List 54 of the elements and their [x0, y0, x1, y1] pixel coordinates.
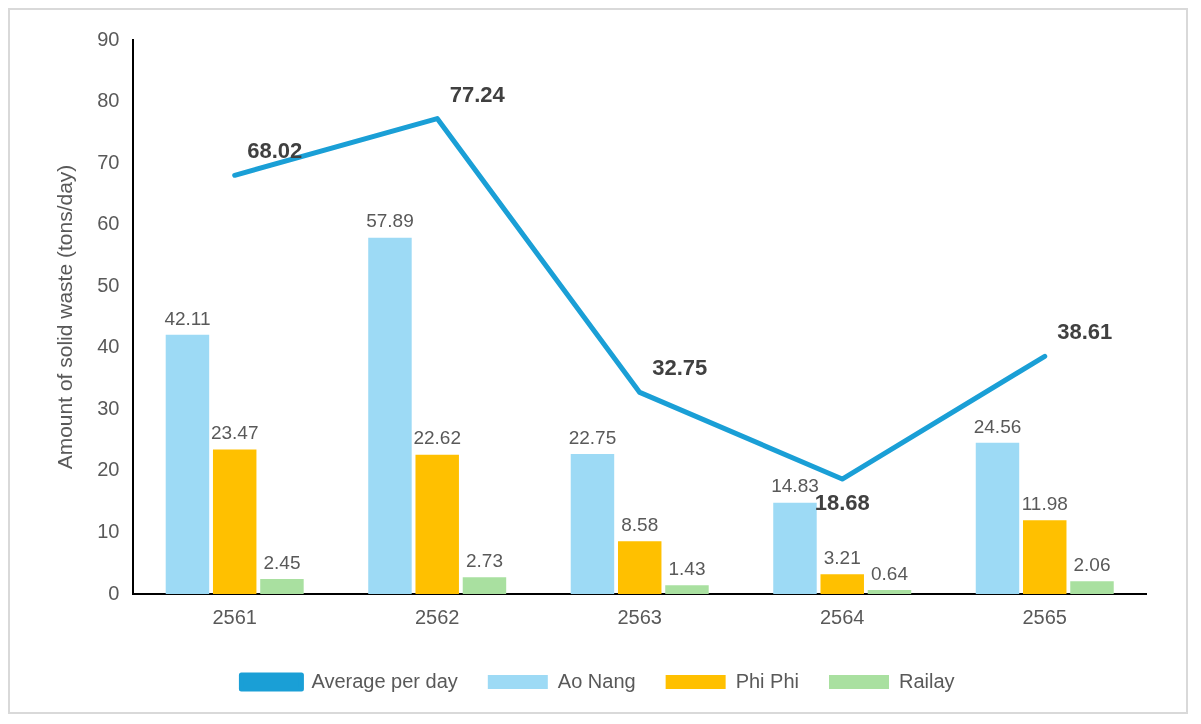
data-label: 0.64 [870, 562, 909, 584]
bar [1070, 581, 1114, 594]
y-axis-title: Amount of solid waste (tons/day) [53, 164, 77, 470]
x-tick-label: 2561 [212, 605, 257, 628]
data-label: 2.45 [263, 551, 301, 573]
data-label: 3.21 [823, 546, 861, 568]
bar [415, 454, 459, 594]
data-label: 68.02 [247, 138, 303, 164]
y-tick-label: 30 [97, 396, 120, 419]
bar [773, 502, 817, 594]
x-tick-label: 2564 [819, 605, 865, 628]
bar [617, 541, 662, 594]
y-tick-label: 70 [97, 150, 120, 173]
data-label: 1.43 [668, 557, 706, 579]
y-tick-label: 80 [97, 89, 120, 112]
legend-label: Phi Phi [735, 669, 800, 692]
y-tick-label: 20 [97, 458, 120, 481]
bar [570, 453, 615, 594]
bar [462, 577, 507, 594]
bar [165, 334, 210, 594]
bar [867, 590, 912, 594]
y-tick-label: 90 [97, 27, 120, 50]
data-label: 11.98 [1021, 492, 1068, 514]
data-label: 42.11 [164, 307, 211, 329]
y-tick-label: 50 [97, 273, 120, 296]
bar [212, 449, 257, 594]
legend-label: Railay [899, 669, 955, 692]
y-tick-label: 60 [97, 212, 120, 235]
data-label: 24.56 [973, 415, 1022, 437]
legend-label: Ao Nang [557, 669, 636, 692]
x-tick-label: 2562 [414, 605, 460, 628]
bar [260, 578, 304, 594]
data-label: 2.06 [1073, 554, 1111, 576]
data-label: 14.83 [771, 475, 819, 497]
bar [368, 237, 412, 594]
x-tick-label: 2563 [617, 605, 662, 628]
legend-label: Average per day [311, 669, 458, 692]
data-label: 57.89 [366, 210, 414, 232]
x-tick-label: 2565 [1022, 605, 1067, 628]
data-label: 22.62 [413, 427, 461, 449]
bar [665, 585, 709, 594]
bar [820, 574, 864, 594]
data-label: 8.58 [621, 513, 659, 535]
bar [1023, 520, 1067, 594]
data-label: 77.24 [449, 81, 506, 107]
data-label: 22.75 [568, 426, 617, 448]
data-label: 23.47 [210, 422, 259, 444]
bar [975, 442, 1020, 594]
y-tick-label: 10 [97, 519, 120, 542]
data-label: 2.73 [465, 549, 503, 571]
data-label: 32.75 [652, 355, 708, 381]
y-tick-label: 0 [108, 581, 120, 604]
y-tick-label: 40 [97, 335, 120, 358]
data-label: 38.61 [1057, 319, 1113, 345]
